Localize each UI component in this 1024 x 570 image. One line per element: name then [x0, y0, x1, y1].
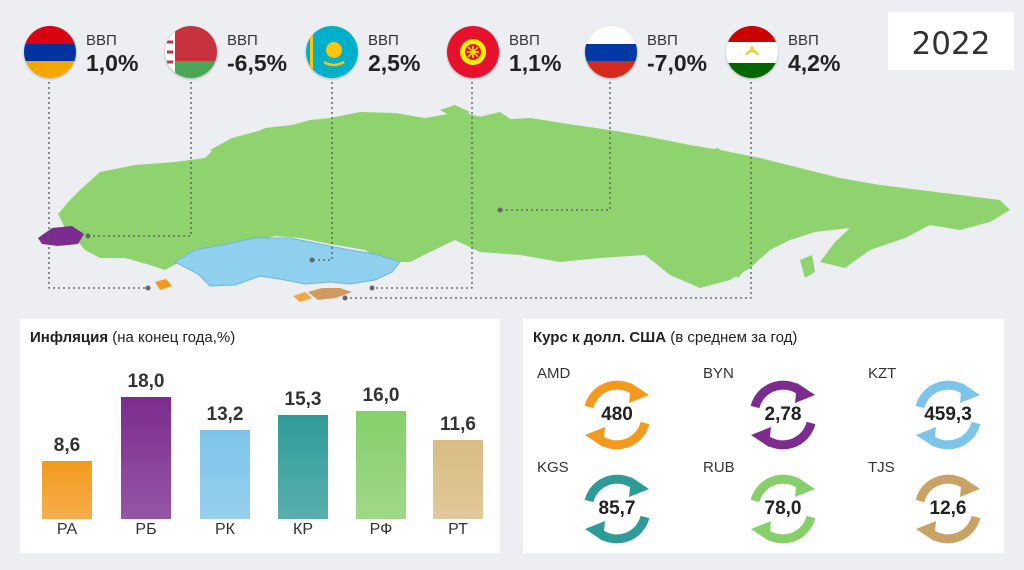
gdp-russia: ВВП -7,0%	[585, 26, 735, 82]
kazakhstan-region	[173, 237, 401, 287]
gdp-label: ВВП	[788, 32, 819, 49]
bar-category-label: КР	[293, 521, 313, 538]
gdp-label: ВВП	[368, 32, 399, 49]
gdp-value: -7,0%	[647, 50, 708, 76]
rate-value: 78,0	[764, 498, 802, 519]
rate-value: 480	[601, 404, 633, 425]
gdp-tajikistan: ВВП 4,2%	[726, 26, 876, 82]
bar-category-label: РБ	[135, 521, 157, 538]
currency-code: RUB	[703, 459, 735, 476]
belarus-flag-icon	[165, 26, 217, 78]
bar-category-label: РФ	[369, 521, 393, 538]
bar-3	[200, 430, 250, 519]
circular-arrows-icon	[584, 474, 650, 544]
kazakhstan-flag-icon	[306, 26, 358, 78]
circular-arrows-icon	[750, 474, 816, 544]
armenia-flag-icon	[24, 26, 76, 78]
rate-value: 85,7	[598, 498, 636, 519]
currency-code: AMD	[537, 365, 571, 382]
inflation-panel: Инфляция (на конец года,%) 8,6 РА 18,0 РБ 13…	[20, 319, 500, 553]
gdp-label: ВВП	[647, 32, 678, 49]
year-box: 2022	[888, 12, 1014, 70]
gdp-value: 4,2%	[788, 50, 841, 76]
year-label: 2022	[911, 26, 991, 62]
bar-value-label: 11,6	[440, 414, 476, 435]
inflation-title: Инфляция (на конец года,%)	[30, 329, 236, 346]
bar-2	[121, 397, 171, 519]
bar-category-label: РК	[215, 521, 235, 538]
belarus-region	[38, 226, 84, 246]
exchange-panel: Курс к долл. США (в среднем за год) AMD 4…	[523, 319, 1004, 553]
bar-value-label: 18,0	[127, 371, 165, 392]
armenia-region	[155, 279, 172, 290]
gdp-kazakhstan: ВВП 2,5%	[306, 26, 456, 82]
tajikistan-flag-icon	[726, 26, 778, 78]
bar-5	[356, 411, 406, 519]
gdp-label: ВВП	[227, 32, 258, 49]
russia-region	[58, 112, 1010, 288]
rate-value: 459,3	[924, 404, 972, 425]
rate-kgs: KGS 85,7	[537, 459, 667, 549]
gdp-label: ВВП	[509, 32, 540, 49]
gdp-belarus: ВВП -6,5%	[165, 26, 315, 82]
rate-value: 2,78	[764, 404, 802, 425]
gdp-value: 1,1%	[509, 50, 562, 76]
bar-value-label: 16,0	[362, 385, 400, 406]
currency-code: KGS	[537, 459, 569, 476]
gdp-kyrgyzstan: ВВП 1,1%	[447, 26, 597, 82]
circular-arrows-icon	[915, 380, 981, 450]
gdp-armenia: ВВП 1,0%	[24, 26, 174, 82]
bar-value-label: 13,2	[206, 404, 244, 425]
gdp-value: 1,0%	[86, 50, 139, 76]
circular-arrows-icon	[750, 380, 816, 450]
inflation-bars: 8,6 РА 18,0 РБ 13,2 РК 15,3 КР 16,0 РФ 11,6 РТ	[20, 319, 500, 553]
gdp-value: 2,5%	[368, 50, 421, 76]
map	[38, 82, 1010, 302]
currency-code: BYN	[703, 365, 734, 382]
bar-4	[278, 415, 328, 519]
rate-tjs: TJS 12,6	[868, 459, 998, 549]
exchange-title: Курс к долл. США (в среднем за год)	[533, 329, 798, 346]
bar-category-label: РА	[56, 521, 78, 538]
circular-arrows-icon	[915, 474, 981, 544]
tajikistan-region	[293, 292, 312, 302]
bar-value-label: 8,6	[53, 435, 81, 456]
currency-code: KZT	[868, 365, 897, 382]
rate-byn: BYN 2,78	[703, 365, 833, 455]
russia-flag-icon	[585, 26, 637, 78]
rate-amd: AMD 480	[537, 365, 667, 455]
gdp-label: ВВП	[86, 32, 117, 49]
bar-6	[433, 440, 483, 519]
kyrgyzstan-flag-icon	[447, 26, 499, 78]
gdp-value: -6,5%	[227, 50, 288, 76]
bar-value-label: 15,3	[284, 389, 322, 410]
connector-lines	[48, 82, 752, 299]
rate-value: 12,6	[929, 498, 967, 519]
kyrgyzstan-region	[308, 288, 352, 300]
circular-arrows-icon	[584, 380, 650, 450]
rate-kzt: KZT 459,3	[868, 365, 998, 455]
bar-category-label: РТ	[448, 521, 468, 538]
currency-code: TJS	[868, 459, 895, 476]
bar-1	[42, 461, 92, 519]
rate-rub: RUB 78,0	[703, 459, 833, 549]
